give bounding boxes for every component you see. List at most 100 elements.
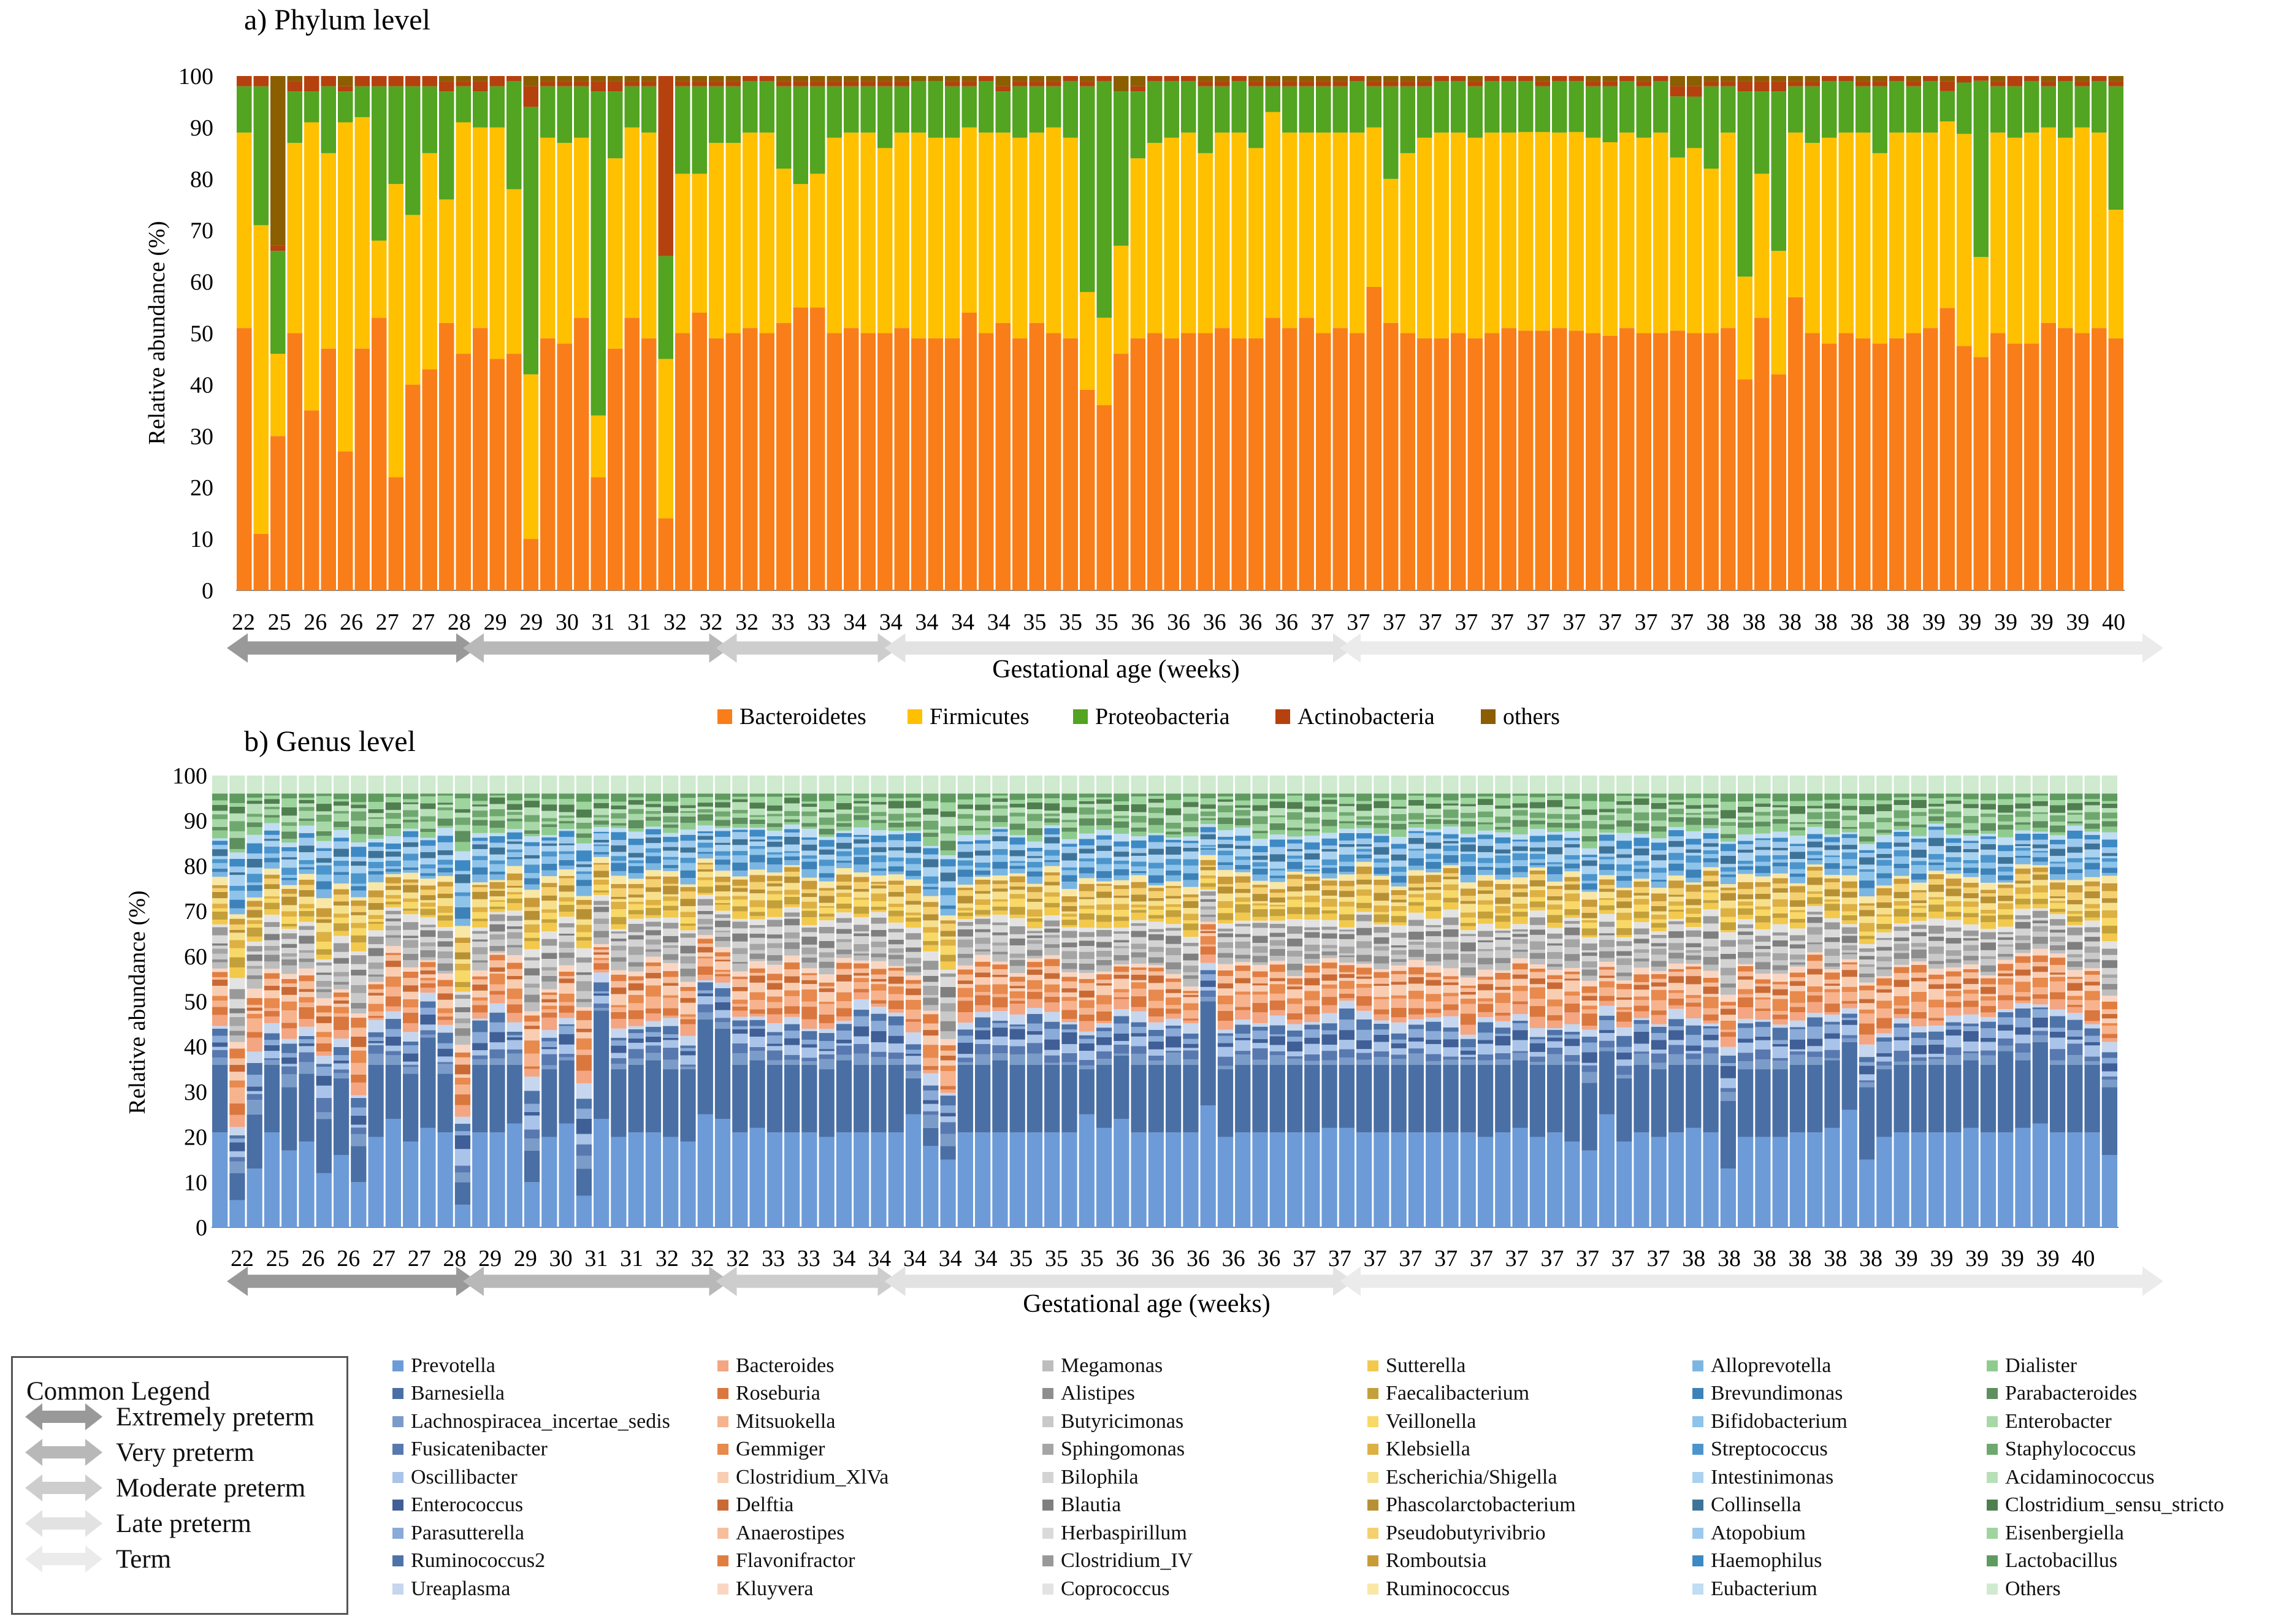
panel-b-bar-segment: [1217, 942, 1234, 948]
panel-b-bar-segment: [628, 879, 644, 884]
panel-b-bar-segment: [1529, 865, 1545, 868]
panel-a-bar-segment: [1957, 82, 1972, 134]
panel-b-bar-segment: [1044, 1132, 1060, 1227]
panel-b-bar-segment: [454, 1124, 471, 1132]
panel-b-bar-segment: [975, 874, 991, 877]
panel-b-bar-segment: [836, 1001, 852, 1008]
panel-a-bar-segment: [1029, 132, 1044, 323]
panel-b-bar-segment: [1200, 970, 1216, 975]
panel-a-bar-segment: [253, 86, 269, 226]
panel-b-bar-segment: [541, 799, 557, 805]
panel-b-bar-segment: [957, 1012, 973, 1023]
panel-b-bar-segment: [299, 793, 315, 798]
panel-b-bar-segment: [732, 828, 748, 830]
panel-b-bar-segment: [368, 818, 384, 828]
panel-b-bar-segment: [299, 981, 315, 989]
panel-b-bar-segment: [611, 994, 627, 1005]
panel-b-bar-segment: [489, 921, 505, 924]
panel-b-bar-segment: [663, 860, 679, 865]
panel-b-bar-segment: [299, 968, 315, 976]
panel-b-bar-segment: [1148, 1061, 1164, 1065]
panel-b-bar-segment: [385, 904, 401, 908]
panel-b-bar-segment: [1044, 966, 1060, 974]
panel-b-bar-segment: [871, 820, 887, 823]
panel-b-bar-segment: [1148, 957, 1164, 963]
panel-b-bar-segment: [1166, 842, 1182, 847]
panel-b-bar-segment: [1079, 940, 1095, 947]
panel-a-bar-segment: [1721, 328, 1736, 590]
panel-a-bar-segment: [1754, 91, 1770, 174]
panel-b-bar-segment: [316, 1037, 332, 1043]
panel-b-bar-segment: [212, 877, 228, 885]
panel-b-bar-segment: [559, 853, 575, 860]
panel-b-bar-segment: [1096, 825, 1112, 830]
panel-b-bar-segment: [524, 890, 540, 898]
panel-b-bar-segment: [576, 822, 592, 829]
panel-b-bar-segment: [732, 813, 748, 818]
panel-b-bar-segment: [1096, 886, 1112, 892]
panel-b-bar-segment: [454, 907, 471, 919]
panel-b-bar-segment: [697, 1012, 713, 1020]
panel-b-bar-segment: [472, 806, 488, 811]
panel-b-bar-segment: [524, 1026, 540, 1029]
panel-b-bar-segment: [905, 933, 922, 940]
panel-b-bar-segment: [1512, 851, 1528, 853]
panel-a-bar-segment: [1046, 86, 1061, 128]
panel-a-bar-segment: [321, 348, 336, 590]
panel-b-bar-segment: [1183, 1043, 1199, 1048]
panel-b-bar-segment: [663, 896, 679, 901]
panel-b-bar-segment: [940, 1066, 956, 1072]
panel-b-bar-segment: [506, 969, 522, 976]
panel-a-bar-segment: [1012, 338, 1028, 590]
panel-b-bar-segment: [1321, 845, 1337, 849]
panel-b-bar-segment: [1079, 913, 1095, 920]
panel-b-bar-segment: [1426, 1054, 1442, 1061]
panel-b-bar-segment: [1183, 997, 1199, 1004]
panel-b-bar-segment: [645, 837, 662, 844]
panel-b-bar-segment: [1079, 905, 1095, 909]
panel-b-bar-segment: [299, 860, 315, 864]
panel-b-bar-segment: [628, 845, 644, 853]
panel-b-bar-segment: [1564, 1024, 1580, 1032]
panel-b-bar-segment: [801, 776, 817, 794]
panel-b-bar-segment: [454, 1064, 471, 1075]
panel-b-bar-segment: [1061, 807, 1077, 814]
panel-b-bar-segment: [957, 910, 973, 913]
panel-a-bar-segment: [1586, 333, 1601, 590]
panel-b-bar-segment: [1599, 1015, 1615, 1021]
panel-b-bar-segment: [1096, 983, 1112, 986]
panel-b-bar-segment: [506, 804, 522, 810]
panel-b-bar-segment: [1148, 932, 1164, 934]
panel-b-bar-segment: [732, 862, 748, 871]
panel-b-bar-segment: [1114, 978, 1129, 989]
panel-b-bar-segment: [437, 872, 453, 876]
panel-b-bar-segment: [1096, 809, 1112, 814]
panel-b-bar-segment: [1564, 1061, 1580, 1065]
panel-b-bar-segment: [645, 811, 662, 814]
panel-b-bar-segment: [576, 1083, 592, 1099]
panel-b-bar-segment: [749, 982, 765, 993]
panel-a-bar-segment: [1400, 86, 1415, 153]
panel-a-bar-segment: [1181, 76, 1196, 82]
panel-b-bar-segment: [454, 874, 471, 883]
panel-b-bar-segment: [403, 910, 419, 915]
panel-b-bar-segment: [1114, 889, 1129, 896]
panel-b-bar-segment: [351, 820, 367, 826]
panel-b-bar-segment: [524, 1053, 540, 1067]
panel-b-y-tick-label: 0: [196, 1215, 207, 1241]
panel-b-bar-segment: [611, 1012, 627, 1019]
panel-b-bar-segment: [1391, 848, 1407, 855]
panel-b-bar-segment: [246, 891, 262, 898]
panel-b-bar-segment: [1131, 853, 1147, 856]
panel-b-bar-segment: [576, 1134, 592, 1145]
panel-b-bar-segment: [541, 945, 557, 953]
panel-b-bar-segment: [663, 928, 679, 936]
panel-b-bar-segment: [888, 831, 904, 834]
panel-b-bar-segment: [923, 1023, 939, 1031]
panel-b-bar-segment: [1321, 968, 1337, 975]
panel-b-bar-segment: [1495, 826, 1511, 830]
panel-b-bar-segment: [316, 992, 332, 999]
panel-a-bar-segment: [1939, 308, 1955, 590]
panel-b-bar-segment: [766, 854, 782, 858]
panel-b-bar-segment: [1443, 1027, 1459, 1032]
